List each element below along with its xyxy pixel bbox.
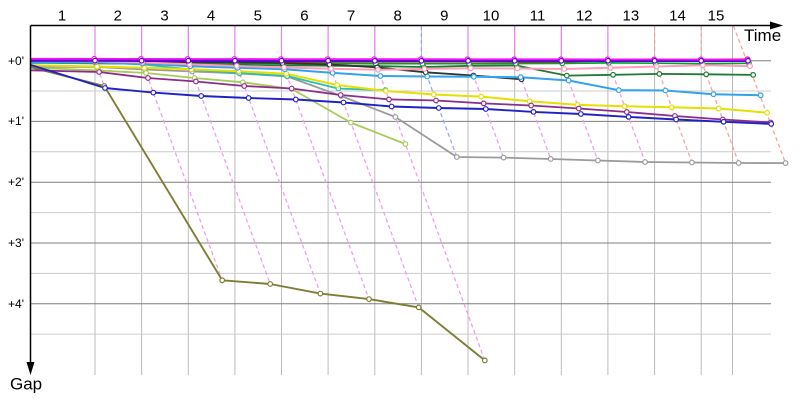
svg-text:11: 11 <box>530 8 546 25</box>
svg-text:13: 13 <box>623 8 640 25</box>
svg-text:14: 14 <box>669 8 686 25</box>
svg-text:5: 5 <box>254 8 262 25</box>
svg-text:+1': +1' <box>8 114 24 128</box>
svg-text:2: 2 <box>114 8 122 25</box>
svg-text:8: 8 <box>394 8 402 25</box>
svg-text:9: 9 <box>440 8 448 25</box>
svg-text:10: 10 <box>483 8 500 25</box>
svg-text:+2': +2' <box>8 175 24 189</box>
svg-text:+0': +0' <box>8 54 24 68</box>
svg-text:4: 4 <box>207 8 215 25</box>
svg-text:7: 7 <box>347 8 355 25</box>
svg-text:1: 1 <box>58 8 66 25</box>
svg-text:Gap: Gap <box>10 375 42 394</box>
svg-text:+4': +4' <box>8 297 24 311</box>
svg-text:Time: Time <box>744 26 781 45</box>
svg-text:6: 6 <box>300 8 308 25</box>
svg-text:15: 15 <box>708 8 725 25</box>
svg-text:+3': +3' <box>8 236 24 250</box>
svg-text:12: 12 <box>576 8 593 25</box>
svg-text:3: 3 <box>160 8 168 25</box>
